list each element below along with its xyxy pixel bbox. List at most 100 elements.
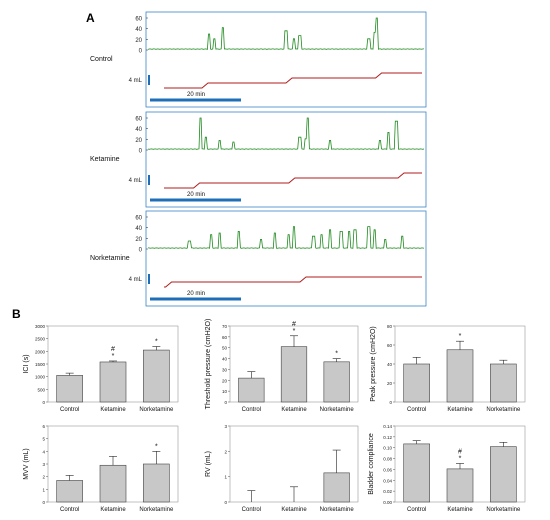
pressure-tick-label: 60 bbox=[135, 117, 142, 123]
y-tick-label: 60 bbox=[387, 343, 393, 348]
panel-b-label: B bbox=[12, 307, 21, 321]
y-tick-label: 5 bbox=[42, 437, 45, 442]
y-tick-label: 0 bbox=[224, 400, 227, 405]
trace-frame bbox=[145, 210, 427, 307]
y-tick-label: 40 bbox=[387, 362, 393, 367]
pressure-tick-label: 20 bbox=[135, 38, 142, 44]
y-axis-label: Peak pressure (cmH2O) bbox=[370, 326, 377, 401]
bar-chart: 0 20 40 60 80 Peak pressure (cmH2O) Control * Ke… bbox=[370, 324, 526, 413]
y-tick-label: 0 bbox=[42, 500, 45, 505]
y-tick-label: 10 bbox=[222, 389, 228, 394]
trace-group-label: Control bbox=[90, 56, 113, 63]
bar bbox=[446, 349, 474, 403]
x-tick-label: Control bbox=[407, 407, 426, 413]
y-tick-label: 1 bbox=[42, 487, 45, 492]
trace-group-label: Ketamine bbox=[90, 156, 120, 163]
bar-chart: 0 1 2 3 4 5 6 MVV (mL) Control Ketamine * Norketami… bbox=[23, 424, 179, 513]
x-tick-label: Control bbox=[60, 407, 79, 413]
significance-mark: * bbox=[335, 351, 338, 358]
significance-mark: * bbox=[459, 333, 462, 340]
pressure-tick-label: 40 bbox=[135, 226, 142, 232]
bar bbox=[143, 463, 170, 503]
trace-frame bbox=[145, 11, 427, 108]
y-tick-label: 1000 bbox=[35, 375, 46, 380]
pressure-tick-label: 0 bbox=[139, 49, 143, 55]
bar bbox=[280, 346, 308, 403]
bar bbox=[446, 468, 474, 503]
significance-mark: * bbox=[112, 353, 115, 360]
y-tick-label: 1500 bbox=[35, 362, 46, 367]
bar bbox=[490, 363, 517, 403]
pressure-tick-label: 40 bbox=[135, 127, 142, 133]
x-tick-label: Ketamine bbox=[281, 507, 307, 513]
y-tick-label: 1 bbox=[224, 475, 227, 480]
y-axis-label: ICI (s) bbox=[23, 354, 30, 373]
bar bbox=[99, 464, 127, 503]
significance-mark: # bbox=[292, 321, 296, 328]
y-tick-label: 6 bbox=[42, 424, 45, 429]
y-tick-label: 20 bbox=[222, 378, 228, 383]
pressure-trace bbox=[147, 17, 424, 50]
x-tick-label: Control bbox=[60, 507, 79, 513]
trace-group-label: Norketamine bbox=[90, 255, 130, 262]
x-tick-label: Control bbox=[407, 507, 426, 513]
pressure-tick-label: 60 bbox=[135, 17, 142, 23]
volume-trace bbox=[164, 172, 422, 189]
y-tick-label: 0 bbox=[224, 500, 227, 505]
significance-mark: * bbox=[155, 339, 158, 346]
x-tick-label: Norketamine bbox=[320, 507, 355, 513]
pressure-tick-label: 20 bbox=[135, 138, 142, 144]
pressure-trace bbox=[148, 226, 425, 249]
y-tick-label: 2500 bbox=[35, 337, 46, 342]
x-tick-label: Ketamine bbox=[281, 407, 307, 413]
x-tick-label: Control bbox=[242, 407, 261, 413]
bar bbox=[56, 375, 83, 403]
significance-mark: # bbox=[458, 448, 462, 455]
y-tick-label: 3 bbox=[42, 462, 45, 467]
x-tick-label: Ketamine bbox=[447, 407, 473, 413]
y-axis-label: MVV (mL) bbox=[23, 448, 30, 480]
bar bbox=[403, 443, 430, 503]
y-tick-label: 3000 bbox=[35, 324, 46, 329]
volume-scale-label: 4 mL bbox=[129, 178, 143, 184]
bar bbox=[490, 446, 517, 503]
significance-mark: * bbox=[155, 443, 158, 450]
bar bbox=[143, 349, 170, 403]
y-tick-label: 2 bbox=[42, 475, 45, 480]
y-axis-label: Threshold pressure (cmH2O) bbox=[205, 319, 212, 410]
y-tick-label: 60 bbox=[222, 335, 228, 340]
x-tick-label: Norketamine bbox=[320, 407, 355, 413]
pressure-tick-label: 20 bbox=[135, 237, 142, 243]
y-axis-label: RV (mL) bbox=[205, 451, 212, 477]
trace-frame bbox=[145, 111, 427, 208]
volume-trace bbox=[164, 72, 422, 89]
pressure-tick-label: 0 bbox=[139, 248, 143, 254]
y-tick-label: 40 bbox=[222, 357, 228, 362]
bar bbox=[403, 363, 430, 403]
bar bbox=[323, 361, 350, 403]
significance-mark: * bbox=[459, 455, 462, 462]
bar-chart: 0 10 20 30 40 50 60 70 Threshold pressure (cmH2O… bbox=[205, 319, 359, 413]
x-tick-label: Ketamine bbox=[447, 507, 473, 513]
volume-trace bbox=[164, 276, 422, 288]
y-tick-label: 500 bbox=[37, 387, 45, 392]
x-tick-label: Norketamine bbox=[486, 407, 521, 413]
y-tick-label: 0.14 bbox=[383, 424, 392, 429]
panel-a-label: A bbox=[86, 11, 95, 25]
bar-chart: 0 1 2 3 RV (mL) Control Ketamine Norketamine bbox=[205, 424, 359, 513]
volume-scale-label: 4 mL bbox=[129, 277, 143, 283]
y-tick-label: 80 bbox=[387, 324, 393, 329]
y-tick-label: 0 bbox=[42, 400, 45, 405]
y-tick-label: 0.06 bbox=[383, 467, 392, 472]
bar bbox=[238, 377, 265, 403]
y-tick-label: 0 bbox=[389, 400, 392, 405]
y-tick-label: 0.00 bbox=[383, 500, 392, 505]
pressure-tick-label: 0 bbox=[139, 149, 143, 155]
bar bbox=[99, 361, 127, 403]
bar bbox=[323, 472, 350, 503]
y-tick-label: 3 bbox=[224, 424, 227, 429]
y-tick-label: 0.10 bbox=[383, 446, 392, 451]
x-tick-label: Ketamine bbox=[100, 407, 126, 413]
